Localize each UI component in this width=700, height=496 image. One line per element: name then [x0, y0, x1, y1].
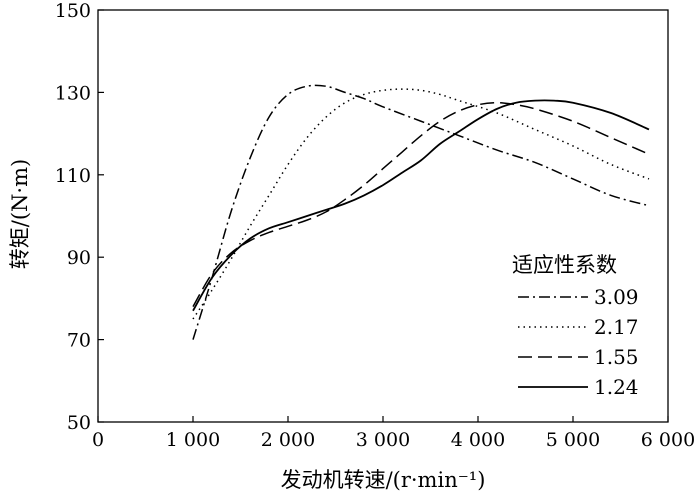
y-axis-ticks: 50 70 90 110 130 150 [55, 0, 104, 434]
legend-label: 1.24 [594, 375, 639, 399]
legend-label: 3.09 [594, 285, 639, 309]
series-line-1-55 [192, 101, 650, 308]
y-axis-title: 转矩/(N·m) [8, 159, 32, 269]
y-tick-label: 130 [55, 82, 91, 104]
x-tick-label: 5 000 [546, 429, 600, 451]
series-line-3-09 [192, 84, 650, 340]
y-tick-label: 90 [67, 247, 91, 269]
series-line-1-24 [192, 99, 650, 312]
x-tick-label: 4 000 [451, 429, 505, 451]
x-tick-label: 1 000 [166, 429, 220, 451]
legend-label: 1.55 [594, 345, 639, 369]
legend: 适应性系数 3.09 2.17 1.55 1.24 [512, 253, 639, 399]
y-tick-label: 50 [67, 412, 91, 434]
x-axis-ticks: 0 1 000 2 000 3 000 4 000 5 000 6 000 [92, 416, 695, 451]
x-tick-label: 3 000 [356, 429, 410, 451]
x-tick-label: 0 [92, 429, 104, 451]
y-tick-label: 150 [55, 0, 91, 22]
plot-frame [97, 9, 669, 423]
plot-border [97, 9, 669, 423]
series-lines [192, 84, 650, 340]
legend-items: 3.09 2.17 1.55 1.24 [518, 285, 639, 399]
x-tick-label: 2 000 [261, 429, 315, 451]
y-tick-label: 110 [55, 165, 91, 187]
legend-label: 2.17 [594, 315, 639, 339]
x-tick-label: 6 000 [641, 429, 695, 451]
y-tick-label: 70 [67, 330, 91, 352]
legend-title: 适应性系数 [512, 253, 617, 277]
x-axis-title: 发动机转速/(r·min⁻¹) [281, 468, 486, 492]
